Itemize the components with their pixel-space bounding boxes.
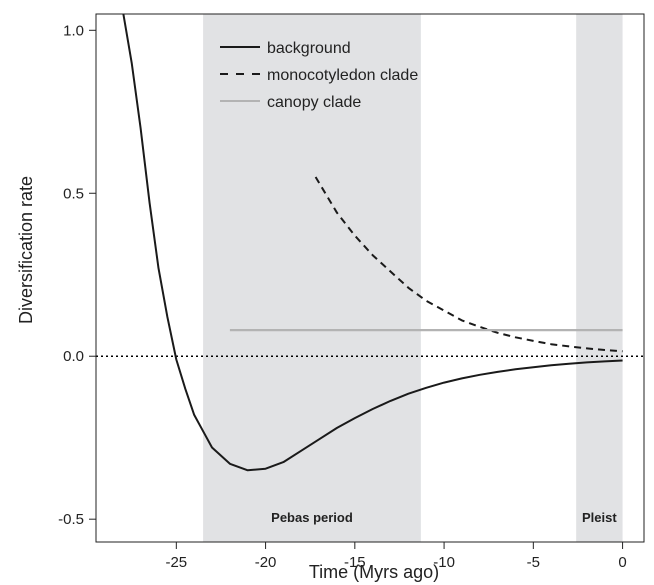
shaded-region-label-0: Pebas period (271, 510, 353, 525)
legend-label-2: canopy clade (267, 94, 361, 111)
y-axis-label: Diversification rate (16, 176, 36, 324)
x-tick-label-3: -10 (433, 554, 455, 571)
y-tick-label-1: 0.0 (63, 348, 84, 365)
x-axis-label: Time (Myrs ago) (309, 562, 439, 582)
x-tick-label-5: 0 (618, 554, 626, 571)
shaded-region-label-1: Pleist (582, 510, 617, 525)
x-tick-label-4: -5 (527, 554, 540, 571)
legend: background monocotyledon clade canopy clad… (220, 40, 418, 111)
plot-frame (95, 13, 645, 543)
x-tick-label-2: -15 (344, 554, 366, 571)
series-line-1 (314, 176, 623, 353)
shaded-region-1 (576, 14, 623, 542)
x-tick-label-1: -20 (255, 554, 277, 571)
y-tick-label-2: 0.5 (63, 185, 84, 202)
x-tick-label-0: -25 (165, 554, 187, 571)
legend-label-0: background (267, 40, 351, 57)
y-tick-label-3: 1.0 (63, 22, 84, 39)
series-line-0 (122, 14, 623, 472)
y-axis: -0.5 0.0 0.5 1.0 (58, 22, 96, 528)
y-tick-label-0: -0.5 (58, 511, 84, 528)
x-axis: -25 -20 -15 -10 -5 0 (165, 542, 627, 571)
legend-label-1: monocotyledon clade (267, 67, 418, 84)
series-lines (122, 14, 623, 472)
